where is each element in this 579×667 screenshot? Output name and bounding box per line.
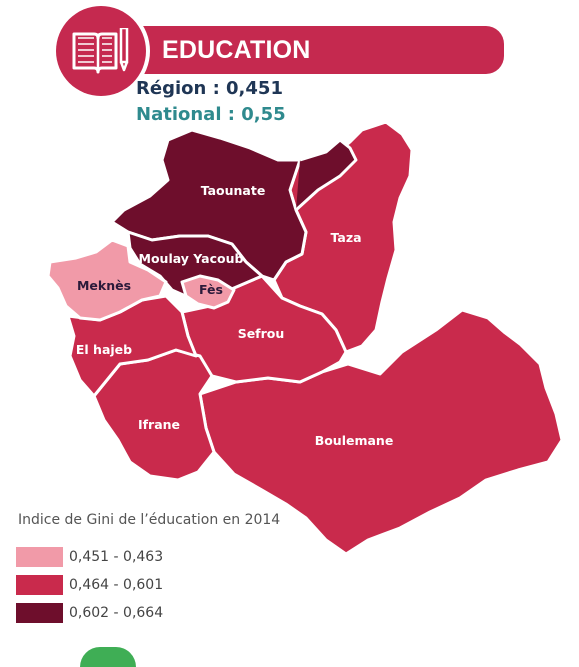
legend-label: 0,464 - 0,601	[69, 577, 164, 593]
map-label: Sefrou	[238, 326, 285, 341]
map-label: El hajeb	[76, 342, 132, 357]
map-label: Boulemane	[315, 433, 394, 448]
legend-item: 0,602 - 0,664	[16, 603, 163, 623]
province-fes[interactable]	[180, 274, 236, 310]
province-boulemane[interactable]	[198, 308, 564, 556]
next-section-hint	[80, 647, 136, 667]
map-label: Ifrane	[138, 417, 180, 432]
legend-swatch	[16, 575, 63, 595]
legend-title: Indice de Gini de l’éducation en 2014	[18, 512, 281, 528]
legend-item: 0,451 - 0,463	[16, 547, 163, 567]
section-header-bar	[100, 26, 504, 74]
legend-swatch	[16, 603, 63, 623]
region-index: Région : 0,451	[136, 78, 283, 99]
legend-swatch	[16, 547, 63, 567]
province-taounate-east	[294, 138, 358, 212]
national-index: National : 0,55	[136, 104, 286, 125]
legend-label: 0,602 - 0,664	[69, 605, 164, 621]
map-label: Moulay Yacoub	[139, 251, 244, 266]
map-label: Fès	[199, 282, 223, 297]
province-meknes[interactable]	[46, 238, 168, 322]
legend-item: 0,464 - 0,601	[16, 575, 163, 595]
book-pencil-icon	[56, 6, 146, 96]
map-label: Taounate	[201, 183, 266, 198]
legend-label: 0,451 - 0,463	[69, 549, 164, 565]
region-map: Taounate Taza Moulay Yacoub Meknès Fès E…	[46, 120, 564, 556]
map-label: Meknès	[77, 278, 131, 293]
map-label: Taza	[330, 230, 361, 245]
section-title: EDUCATION	[162, 36, 311, 64]
